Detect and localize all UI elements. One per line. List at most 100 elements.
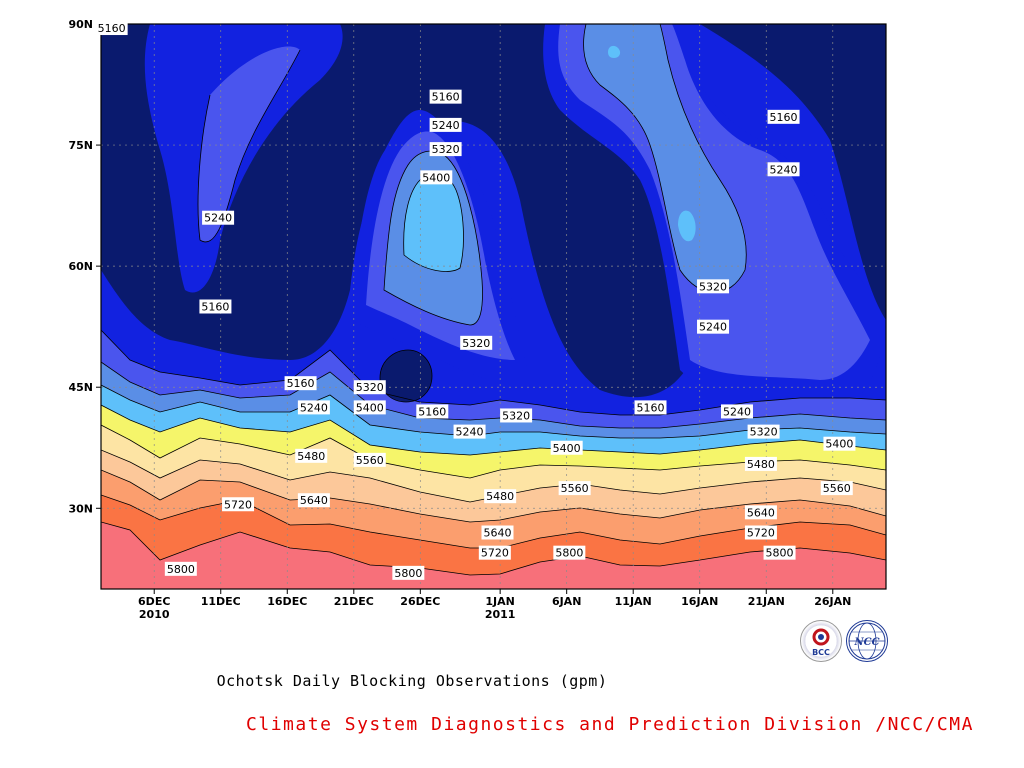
contour-label-bg [164,561,197,576]
fill-ridge-right-5400 [678,210,696,242]
contour-label: 5240 [453,424,486,439]
contour-label-text: 5800 [766,547,794,560]
contour-fill-layer [101,24,886,589]
contour-label: 5640 [481,525,514,540]
contour-label-text: 5480 [297,450,325,463]
contour-label-text: 5320 [699,280,727,293]
contour-label: 5240 [297,400,330,415]
contour-label: 5320 [353,380,386,395]
contour-label-bg [553,545,586,560]
contour-label: 5160 [199,299,232,314]
contour-label: 5240 [429,117,462,132]
contour-label-bg [420,170,453,185]
contour-label: 5240 [767,162,800,177]
fill-ridge-right-5320 [583,24,747,293]
contour-label: 5400 [353,400,386,415]
contour-label: 5800 [763,545,796,560]
contour-label: 5320 [500,408,533,423]
contour-line-left-5240 [197,49,301,243]
contour-label-text: 5800 [394,567,422,580]
contour-label: 5320 [697,279,730,294]
contour-label-text: 5320 [502,409,530,422]
contour-label: 5160 [95,21,128,36]
x-tick-label: 21JAN [748,595,785,608]
contour-label: 5720 [478,545,511,560]
contour-line-layer [101,24,886,576]
contour-label-text: 5720 [224,498,252,511]
contour-label-bg [558,481,591,496]
plot-frame [100,23,887,590]
contour-label: 5240 [202,210,235,225]
contour-label-bg [481,525,514,540]
contour-label-text: 5160 [201,301,229,314]
contour-label-text: 5240 [300,401,328,414]
contour-label: 5320 [747,424,780,439]
contour-label-bg [747,424,780,439]
chart-title: Ochotsk Daily Blocking Observations (gpm… [216,672,608,690]
contour-label-text: 5480 [486,490,514,503]
x-tick-label: 16JAN [681,595,718,608]
contour-label-text: 5160 [287,377,315,390]
y-tick-label: 30N [68,502,93,515]
contour-label-text: 5800 [167,563,195,576]
contour-label-bg [697,279,730,294]
contour-label-text: 5640 [483,527,511,540]
contour-label-text: 5160 [418,405,446,418]
contour-line-5480 [101,424,886,479]
contour-line-5160 [101,329,886,416]
contour-label: 5800 [392,565,425,580]
x-tick-label: 16DEC [267,595,307,608]
x-tick-label: 26DEC [400,595,440,608]
x-tick-label: 11DEC [201,595,241,608]
contour-label: 5160 [429,89,462,104]
contour-label-bg [429,89,462,104]
contour-label: 5160 [634,400,667,415]
fill-tongue-left [144,24,343,293]
contour-label-text: 5160 [637,401,665,414]
contour-label-text: 5400 [825,438,853,451]
contour-label-text: 5560 [356,454,384,467]
contour-label-bg [392,565,425,580]
x-tick-sublabel: 2010 [139,608,170,621]
contour-label-text: 5480 [747,458,775,471]
contour-label-bg [297,400,330,415]
contour-label: 5800 [553,545,586,560]
contour-line-center-5400 [403,173,464,272]
x-tick-label: 6DEC [138,595,170,608]
credit-line: Climate System Diagnostics and Predictio… [246,714,974,735]
contour-label-text: 5640 [300,494,328,507]
contour-label-bg [295,448,328,463]
contour-label-bg [429,142,462,157]
contour-line-5400 [101,404,886,456]
contour-line-5800 [101,521,886,576]
contour-label: 5480 [744,456,777,471]
contour-label: 5160 [284,376,317,391]
x-tick-sublabel: 2011 [485,608,516,621]
ncc-logo: NCC [846,620,888,662]
contour-label: 5160 [416,404,449,419]
fill-ridge-right-peak [608,45,621,58]
contour-label: 5560 [353,452,386,467]
contour-label: 5720 [744,525,777,540]
contour-label-text: 5240 [699,321,727,334]
contour-line-low-center [379,349,433,403]
contour-label: 5560 [558,481,591,496]
contour-label: 5400 [550,440,583,455]
contour-label-bg [199,299,232,314]
contour-label: 5400 [823,436,856,451]
contour-label: 5400 [420,170,453,185]
contour-label-text: 5720 [481,547,509,560]
x-tick-label: 21DEC [334,595,374,608]
contour-label-bg [284,376,317,391]
bcc-logo: BCC [800,620,842,662]
contour-label: 5480 [484,489,517,504]
contour-label: 5480 [295,448,328,463]
contour-label-text: 5400 [553,442,581,455]
contour-label: 5240 [697,319,730,334]
contour-line-center-5320 [383,150,483,326]
contour-label-bg [460,335,493,350]
contour-label-bg [744,525,777,540]
contour-label-bg [478,545,511,560]
contour-label-bg [353,380,386,395]
